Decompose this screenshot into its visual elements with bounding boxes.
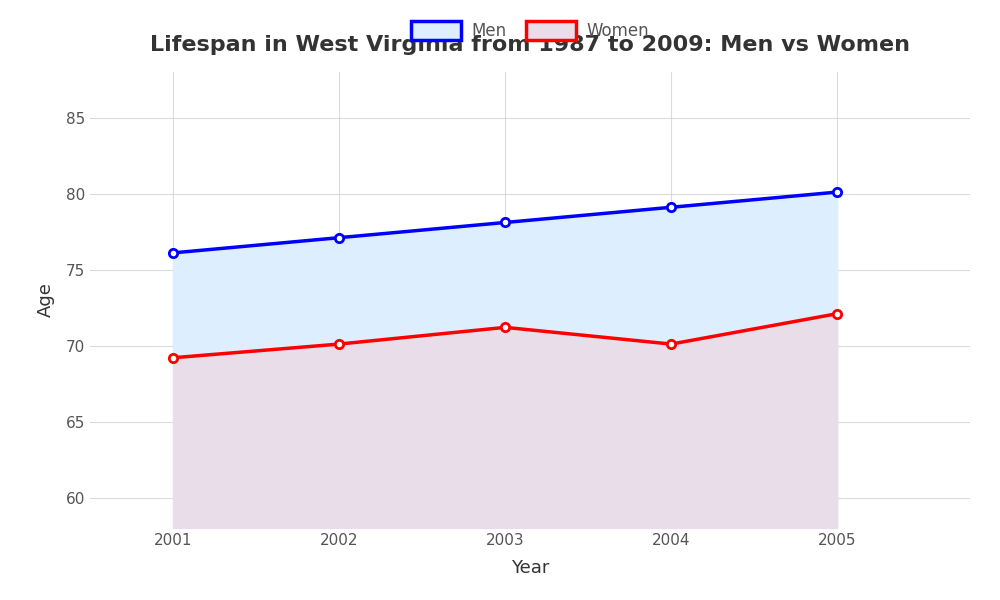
Y-axis label: Age: Age (37, 283, 55, 317)
Legend: Men, Women: Men, Women (411, 21, 649, 40)
Title: Lifespan in West Virginia from 1987 to 2009: Men vs Women: Lifespan in West Virginia from 1987 to 2… (150, 35, 910, 55)
X-axis label: Year: Year (511, 559, 549, 577)
